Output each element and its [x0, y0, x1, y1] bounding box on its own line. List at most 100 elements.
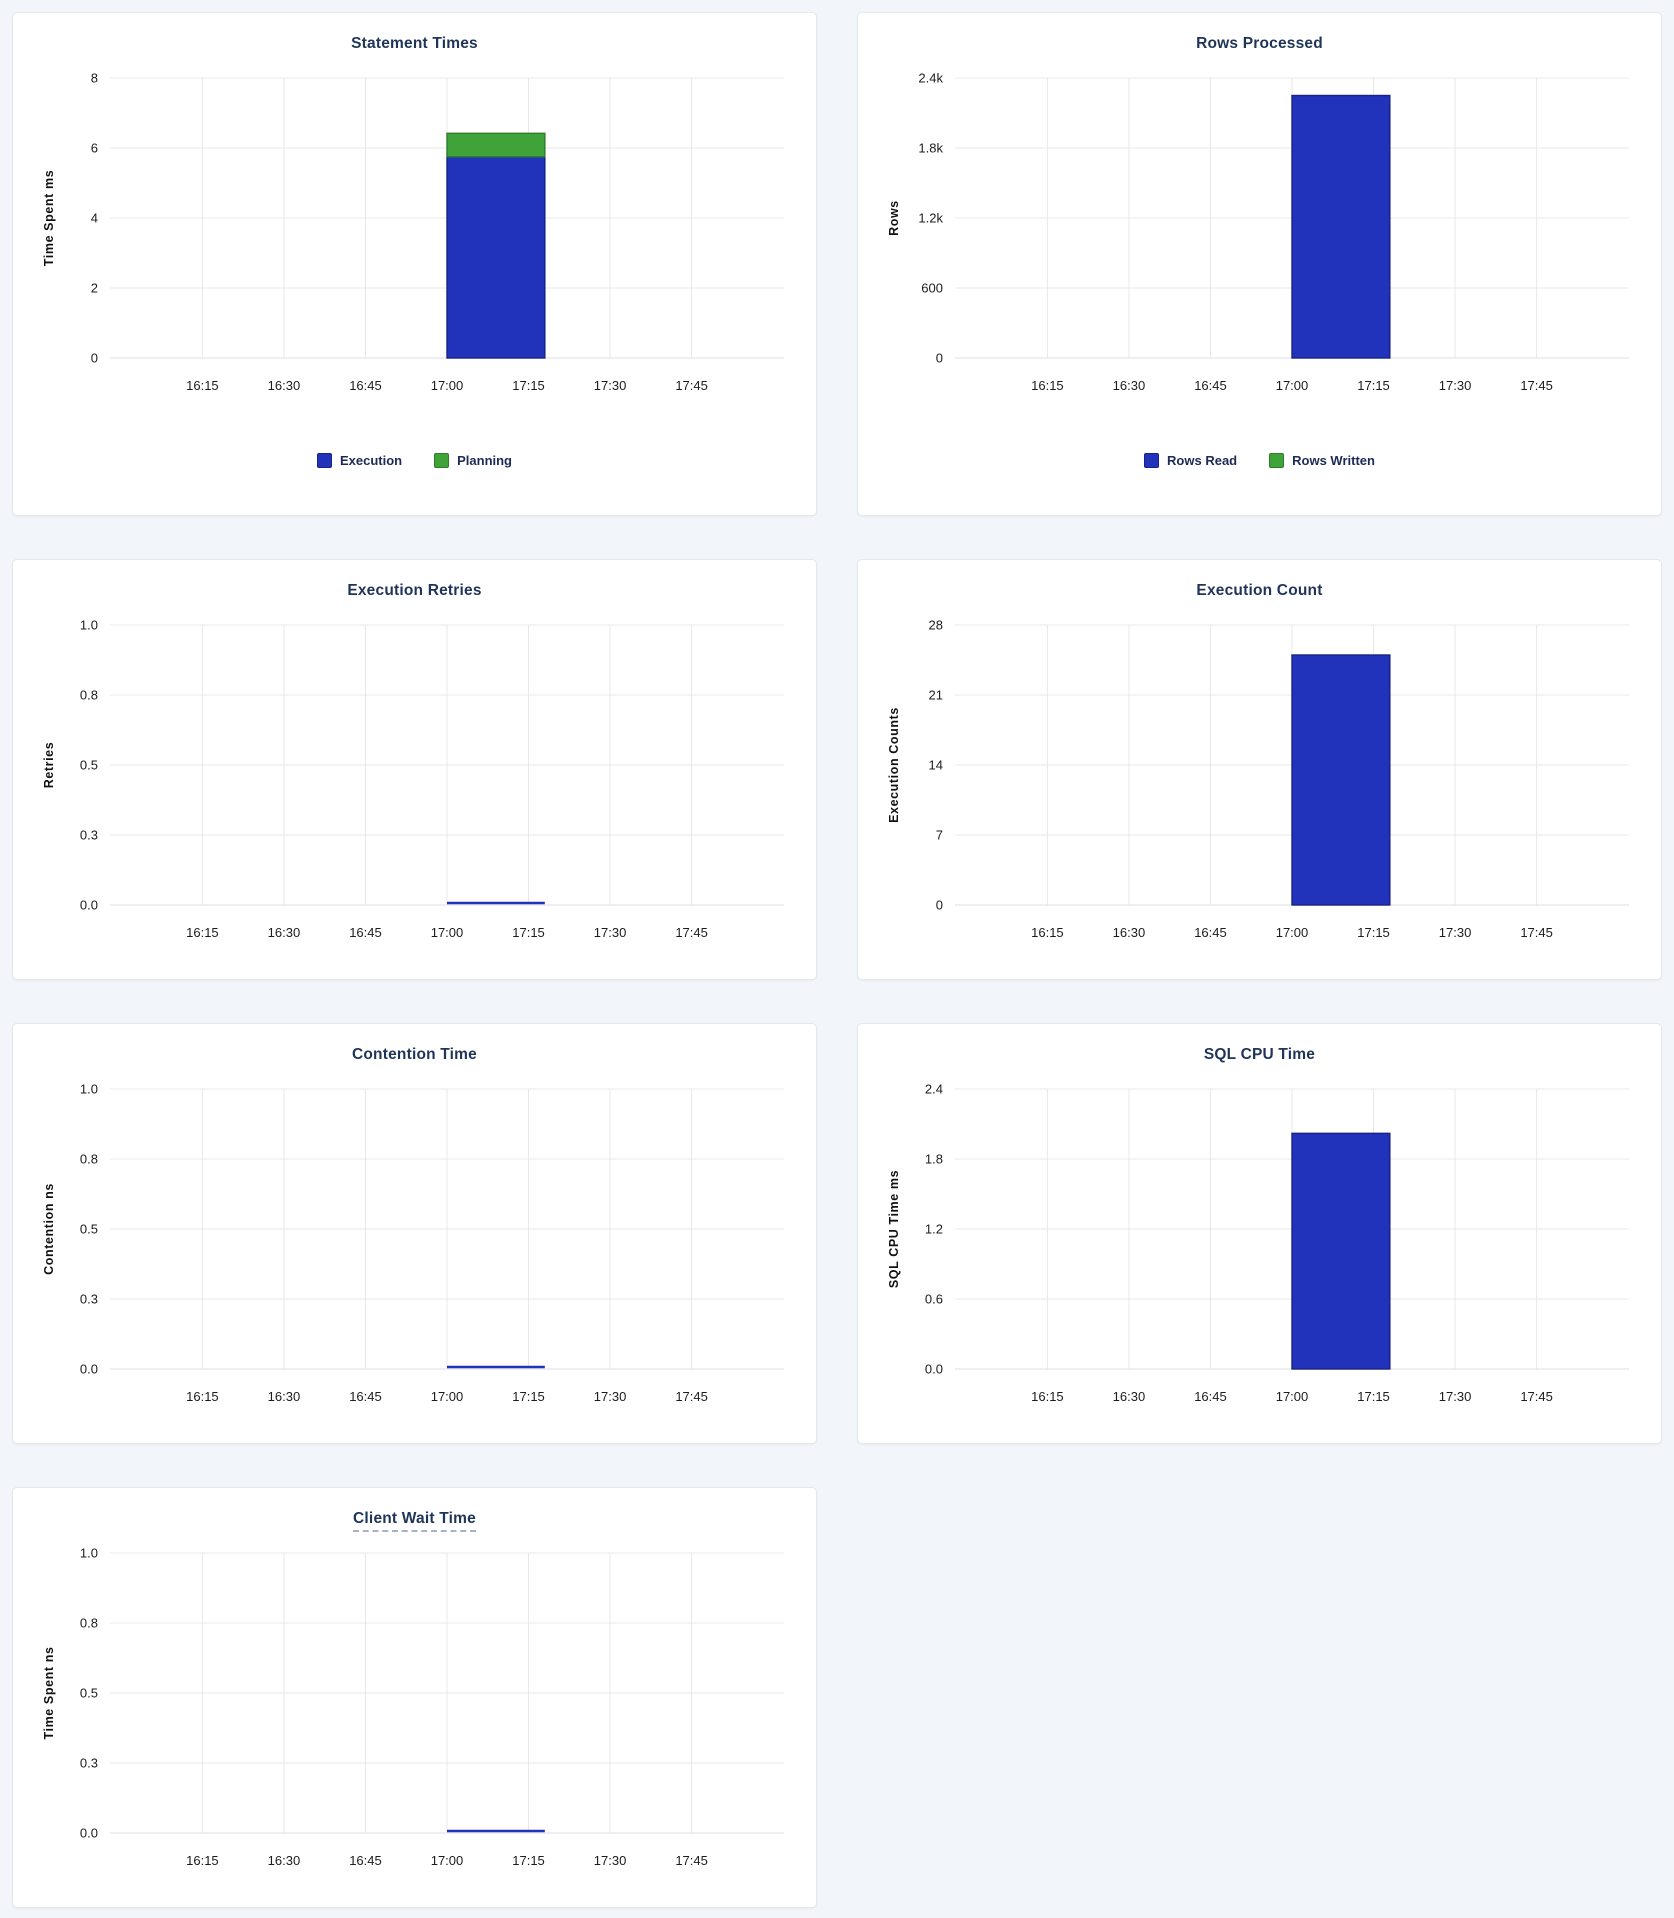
x-tick-label: 17:00	[1276, 925, 1309, 940]
x-tick-label: 16:15	[186, 1853, 219, 1868]
y-tick-label: 0	[91, 351, 98, 366]
legend-swatch-icon	[434, 453, 450, 468]
y-tick-label: 0	[936, 351, 943, 366]
plot-area-statement-times[interactable]: 16:15 16:30 16:45 17:00 17:15 17:30 17:45 0 2 4 6 8…	[13, 55, 816, 395]
y-tick-label: 0	[936, 898, 943, 913]
chart-card-sql-cpu-time: SQL CPU Time 16:15 16:30 16:45 17:00 17:15 17:…	[857, 1023, 1662, 1444]
chart-card-rows-processed: Rows Processed 16:15 16:30 16:45 17:00 17:15 1…	[857, 12, 1662, 516]
plot-area-execution-count[interactable]: 16:15 16:30 16:45 17:00 17:15 17:30 17:45 0 7 14 2…	[858, 602, 1661, 942]
bar-rows-read[interactable]	[1291, 94, 1391, 359]
legend-label: Rows Read	[1167, 453, 1238, 468]
y-tick-label: 0.8	[80, 1616, 98, 1631]
y-tick-label: 28	[929, 618, 943, 633]
chart-card-execution-retries: Execution Retries 16:15 16:30 16:45 17:00 17:…	[12, 559, 817, 980]
x-tick-label: 17:00	[1276, 1389, 1309, 1404]
x-tick-label: 17:00	[431, 1389, 464, 1404]
y-tick-label: 1.2	[925, 1222, 943, 1237]
y-axis-label-rows-processed: Rows	[887, 200, 901, 236]
x-tick-label: 16:15	[1031, 925, 1064, 940]
x-tick-label: 17:30	[594, 1853, 627, 1868]
legend-swatch-icon	[1144, 453, 1160, 468]
x-tick-label: 16:45	[349, 1389, 382, 1404]
y-axis-label-execution-retries: Retries	[42, 742, 56, 789]
chart-title-sql-cpu-time: SQL CPU Time	[1203, 1046, 1316, 1063]
plot-area-execution-retries[interactable]: 16:15 16:30 16:45 17:00 17:15 17:30 17:45 0.0 0.…	[13, 602, 816, 942]
y-tick-label: 0.3	[80, 1756, 98, 1771]
plot-area-client-wait-time[interactable]: 16:15 16:30 16:45 17:00 17:15 17:30 17:45 0.0 0.…	[13, 1530, 816, 1870]
x-tick-label: 16:30	[1113, 1389, 1146, 1404]
plot-area-contention-time[interactable]: 16:15 16:30 16:45 17:00 17:15 17:30 17:45 0.0 0.…	[13, 1066, 816, 1406]
x-tick-label: 17:45	[675, 1389, 708, 1404]
bar-execution[interactable]	[446, 156, 546, 359]
x-tick-label: 17:45	[675, 925, 708, 940]
y-tick-label: 2	[91, 281, 98, 296]
x-tick-label: 17:30	[594, 925, 627, 940]
x-tick-label: 17:00	[1276, 378, 1309, 393]
legend-statement-times: Execution Planning	[13, 453, 816, 468]
x-tick-label: 17:15	[1357, 925, 1390, 940]
bar-planning[interactable]	[446, 132, 546, 158]
y-tick-label: 1.8k	[918, 141, 943, 156]
x-tick-label: 17:30	[1439, 925, 1472, 940]
plot-area-sql-cpu-time[interactable]: 16:15 16:30 16:45 17:00 17:15 17:30 17:45 0.0 0.…	[858, 1066, 1661, 1406]
y-tick-label: 0.5	[80, 1686, 98, 1701]
y-tick-label: 2.4	[925, 1082, 943, 1097]
x-tick-label: 17:00	[431, 378, 464, 393]
x-tick-label: 16:30	[1113, 378, 1146, 393]
y-tick-label: 1.0	[80, 618, 98, 633]
plot-area-rows-processed[interactable]: 16:15 16:30 16:45 17:00 17:15 17:30 17:45 0 600 1…	[858, 55, 1661, 395]
x-tick-label: 17:45	[1520, 1389, 1553, 1404]
x-tick-label: 16:30	[268, 378, 301, 393]
x-tick-label: 17:15	[1357, 1389, 1390, 1404]
y-axis-label-contention-time: Contention ns	[42, 1183, 56, 1275]
x-tick-label: 17:45	[675, 1853, 708, 1868]
x-tick-label: 17:00	[431, 1853, 464, 1868]
x-tick-label: 17:30	[1439, 1389, 1472, 1404]
chart-title-tooltip-trigger[interactable]: Client Wait Time	[353, 1510, 476, 1532]
x-tick-label: 17:15	[512, 925, 545, 940]
legend-label: Planning	[457, 453, 512, 468]
x-tick-label: 16:45	[1194, 925, 1227, 940]
x-tick-label: 16:15	[186, 925, 219, 940]
bar-sql-cpu-time[interactable]	[1291, 1132, 1391, 1370]
y-tick-label: 0.8	[80, 1152, 98, 1167]
x-tick-label: 17:45	[1520, 378, 1553, 393]
y-axis-label-execution-count: Execution Counts	[887, 707, 901, 823]
y-tick-label: 0.5	[80, 1222, 98, 1237]
x-tick-label: 16:15	[1031, 1389, 1064, 1404]
y-tick-label: 0.3	[80, 1292, 98, 1307]
legend-label: Rows Written	[1292, 453, 1375, 468]
x-tick-label: 17:15	[1357, 378, 1390, 393]
y-tick-label: 0.0	[925, 1362, 943, 1377]
x-tick-label: 17:15	[512, 378, 545, 393]
x-tick-label: 16:15	[186, 1389, 219, 1404]
x-tick-label: 17:30	[1439, 378, 1472, 393]
legend-swatch-icon	[1269, 453, 1285, 468]
legend-label: Execution	[339, 453, 403, 468]
legend-item-rows-read: Rows Read	[1144, 453, 1237, 468]
bar-execution-count[interactable]	[1291, 654, 1391, 906]
x-tick-label: 17:00	[431, 925, 464, 940]
y-tick-label: 0.0	[80, 1362, 98, 1377]
legend-item-execution: Execution	[316, 453, 403, 468]
y-tick-label: 7	[936, 828, 943, 843]
y-tick-label: 2.4k	[918, 71, 943, 86]
y-tick-label: 0.6	[925, 1292, 943, 1307]
legend-rows-processed: Rows Read Rows Written	[858, 453, 1661, 468]
x-tick-label: 16:45	[1194, 378, 1227, 393]
chart-title-client-wait-time: Client Wait Time	[13, 1510, 816, 1532]
chart-card-execution-count: Execution Count 16:15 16:30 16:45 17:00 17:15…	[857, 559, 1662, 980]
y-tick-label: 0.8	[80, 688, 98, 703]
y-tick-label: 6	[91, 141, 98, 156]
x-tick-label: 16:15	[186, 378, 219, 393]
x-tick-label: 17:30	[594, 1389, 627, 1404]
y-tick-label: 0.0	[80, 898, 98, 913]
chart-card-client-wait-time: Client Wait Time 16:15 16:30 16:45 17:00 17:1…	[12, 1487, 817, 1908]
y-tick-label: 0.3	[80, 828, 98, 843]
y-axis-label-statement-times: Time Spent ms	[42, 170, 56, 266]
x-tick-label: 16:45	[1194, 1389, 1227, 1404]
x-tick-label: 16:45	[349, 1853, 382, 1868]
y-tick-label: 1.0	[80, 1082, 98, 1097]
legend-item-rows-written: Rows Written	[1269, 453, 1375, 468]
y-tick-label: 14	[929, 758, 943, 773]
